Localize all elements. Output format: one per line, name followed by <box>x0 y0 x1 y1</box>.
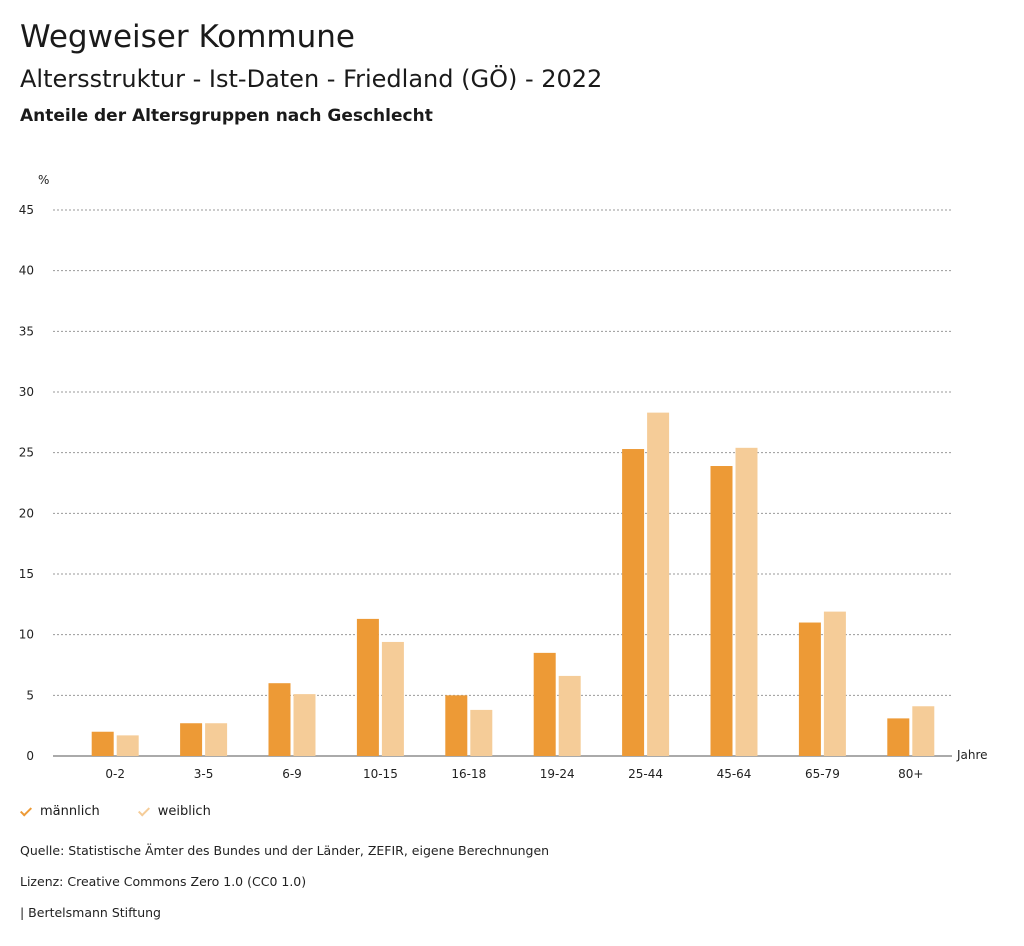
x-tick-label: 10-15 <box>363 767 398 781</box>
y-tick-label: 5 <box>26 688 34 702</box>
y-tick-label: 20 <box>19 506 34 520</box>
x-tick-label: 65-79 <box>805 767 840 781</box>
check-icon <box>20 805 30 819</box>
bar-weiblich-80+[interactable]: weiblich 80+: 4.1 <box>912 706 935 756</box>
page-subtitle: Altersstruktur - Ist-Daten - Friedland (… <box>20 65 603 93</box>
bar-maennlich-25-44[interactable]: männlich 25-44: 25.3 <box>622 449 645 756</box>
bar-maennlich-65-79[interactable]: männlich 65-79: 11 <box>798 622 821 756</box>
x-tick-label: 45-64 <box>717 767 752 781</box>
bar-weiblich-16-18[interactable]: weiblich 16-18: 3.8 <box>470 709 493 756</box>
legend-item-maennlich[interactable]: männlich <box>20 802 100 822</box>
bars: männlich 0-2: 2weiblich 0-2: 1.7 männlich… <box>91 412 935 756</box>
page-title: Wegweiser Kommune <box>20 19 355 55</box>
bar-maennlich-6-9[interactable]: männlich 6-9: 6 <box>268 683 291 756</box>
check-icon <box>138 805 148 819</box>
y-tick-label: 10 <box>19 628 34 642</box>
x-tick-label: 6-9 <box>282 767 302 781</box>
source-note: Quelle: Statistische Ämter des Bundes un… <box>20 843 550 858</box>
tick-labels: 0 5 10 15 20 25 30 35 40 45 0-2 3-5 6-9 10-15 16-18 19-… <box>19 203 924 781</box>
bar-maennlich-19-24[interactable]: männlich 19-24: 8.5 <box>533 652 556 756</box>
legend-item-weiblich[interactable]: weiblich <box>138 802 211 822</box>
y-tick-label: 30 <box>19 385 34 399</box>
x-tick-label: 19-24 <box>540 767 575 781</box>
chart-heading: Anteile der Altersgruppen nach Geschlech… <box>20 106 433 126</box>
x-tick-label: 80+ <box>898 767 923 781</box>
x-tick-label: 25-44 <box>628 767 663 781</box>
x-tick-label: 16-18 <box>451 767 486 781</box>
bar-chart: % Jahre männlich 0-2: 2weiblich 0-2: 1.7… <box>19 173 988 781</box>
bar-weiblich-6-9[interactable]: weiblich 6-9: 5.1 <box>293 694 316 756</box>
bar-weiblich-10-15[interactable]: weiblich 10-15: 9.4 <box>381 641 404 756</box>
legend-label-maennlich: männlich <box>40 804 100 819</box>
bar-maennlich-80+[interactable]: männlich 80+: 3.1 <box>887 718 910 756</box>
y-tick-label: 40 <box>19 264 34 278</box>
bar-maennlich-45-64[interactable]: männlich 45-64: 23.9 <box>710 466 733 756</box>
bar-weiblich-19-24[interactable]: weiblich 19-24: 6.6 <box>558 675 581 756</box>
bar-weiblich-0-2[interactable]: weiblich 0-2: 1.7 <box>116 735 139 756</box>
y-axis-label: % <box>38 173 49 187</box>
x-tick-label: 3-5 <box>194 767 214 781</box>
bar-weiblich-65-79[interactable]: weiblich 65-79: 11.9 <box>823 611 846 756</box>
x-axis-label: Jahre <box>956 748 988 762</box>
publisher-note: | Bertelsmann Stiftung <box>20 905 161 920</box>
bar-weiblich-3-5[interactable]: weiblich 3-5: 2.7 <box>205 723 228 756</box>
y-tick-label: 15 <box>19 567 34 581</box>
y-tick-label: 0 <box>26 749 34 763</box>
bar-maennlich-0-2[interactable]: männlich 0-2: 2 <box>91 731 114 756</box>
y-tick-label: 25 <box>19 446 34 460</box>
legend-label-weiblich: weiblich <box>157 804 211 819</box>
legend: männlich weiblich <box>20 802 211 822</box>
grid-lines <box>53 209 952 757</box>
bar-weiblich-25-44[interactable]: weiblich 25-44: 28.3 <box>647 412 670 756</box>
bar-weiblich-45-64[interactable]: weiblich 45-64: 25.4 <box>735 447 758 756</box>
y-tick-label: 35 <box>19 324 34 338</box>
bar-maennlich-10-15[interactable]: männlich 10-15: 11.3 <box>356 618 379 756</box>
x-tick-label: 0-2 <box>105 767 125 781</box>
bar-maennlich-16-18[interactable]: männlich 16-18: 5 <box>445 695 468 756</box>
bar-maennlich-3-5[interactable]: männlich 3-5: 2.7 <box>180 723 203 756</box>
license-note: Lizenz: Creative Commons Zero 1.0 (CC0 1… <box>20 874 307 889</box>
y-tick-label: 45 <box>19 203 34 217</box>
